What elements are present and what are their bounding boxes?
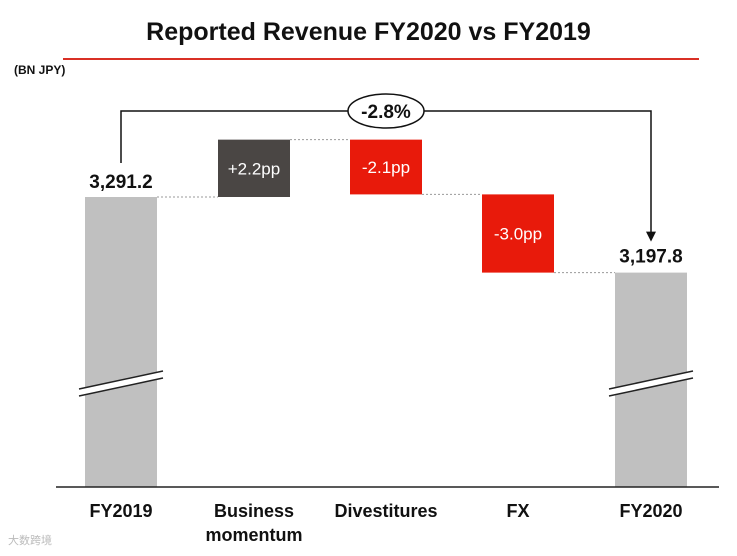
x-tick-label: Divestitures bbox=[334, 501, 437, 521]
step-label-fx: -3.0pp bbox=[494, 225, 542, 244]
total-change-badge bbox=[347, 93, 425, 129]
bar-business-momentum bbox=[218, 139, 290, 197]
x-tick-label: Business bbox=[214, 501, 294, 521]
axis-break-line bbox=[78, 377, 164, 397]
x-tick-label: FY2019 bbox=[89, 501, 152, 521]
x-tick-label: momentum bbox=[205, 525, 302, 545]
value-label-fy2020: 3,197.8 bbox=[619, 247, 682, 268]
bar-fx bbox=[482, 194, 554, 273]
total-change-label: -2.8% bbox=[361, 102, 411, 123]
axis-break-fy2020 bbox=[609, 371, 693, 396]
x-tick-label: FY2020 bbox=[619, 501, 682, 521]
axis-break-fy2019 bbox=[79, 371, 163, 396]
value-label-fy2019: 3,291.2 bbox=[89, 172, 152, 193]
step-label-divestitures: -2.1pp bbox=[362, 158, 410, 177]
change-arrow-head bbox=[646, 231, 656, 242]
axis-break-line bbox=[608, 377, 694, 397]
x-tick-label: FX bbox=[506, 501, 529, 521]
bar-fy2019 bbox=[85, 197, 157, 487]
chart-title: Reported Revenue FY2020 vs FY2019 bbox=[146, 18, 591, 46]
axis-break-line bbox=[78, 370, 164, 390]
bar-divestitures bbox=[350, 139, 422, 195]
title-underline bbox=[63, 58, 699, 60]
axis-break-line bbox=[608, 370, 694, 390]
unit-label: (BN JPY) bbox=[14, 63, 66, 77]
step-label-business-momentum: +2.2pp bbox=[228, 159, 280, 178]
watermark: 大数跨境 bbox=[8, 535, 52, 547]
